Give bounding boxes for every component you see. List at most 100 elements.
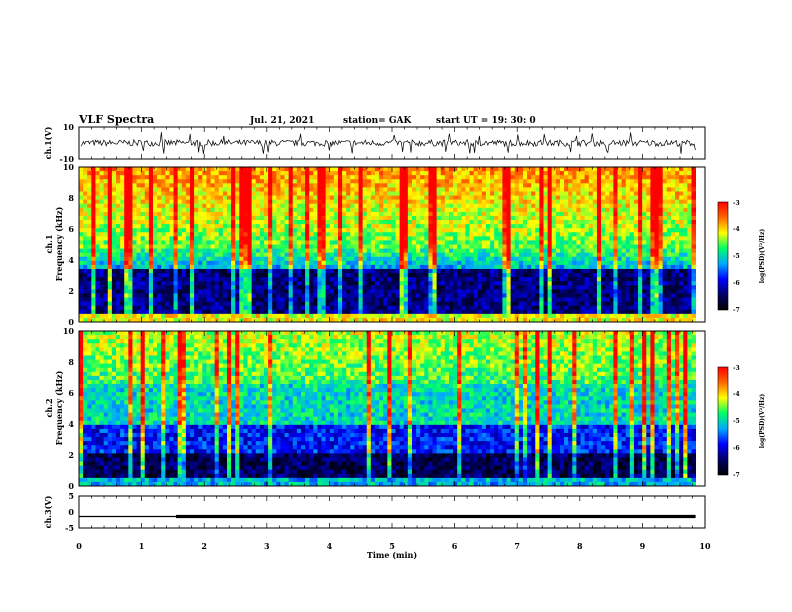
spectrogram-cell: [601, 232, 606, 237]
spectrogram-cell: [477, 183, 483, 188]
spectrogram-cell: [152, 252, 158, 258]
spectrogram-cell: [136, 256, 142, 262]
spectrogram-cell: [325, 301, 331, 307]
spectrogram-cell: [613, 191, 618, 196]
spectrogram-cell: [605, 248, 610, 254]
spectrogram-cell: [296, 224, 302, 229]
spectrogram-cell: [572, 313, 577, 319]
spectrogram-cell: [444, 301, 450, 307]
spectrogram-cell: [424, 199, 429, 205]
spectrogram-cell: [235, 167, 240, 172]
spectrogram-cell: [296, 195, 302, 201]
spectrogram-cell: [617, 179, 623, 184]
spectrogram-cell: [588, 215, 594, 221]
spectrogram-cell: [564, 191, 569, 196]
spectrogram-cell: [555, 207, 561, 213]
spectrogram-cell: [91, 203, 96, 209]
spectrogram-cell: [535, 191, 540, 196]
spectrogram-cell: [448, 244, 454, 249]
spectrogram-cell: [288, 191, 294, 196]
spectrogram-cell: [527, 248, 532, 254]
spectrogram-cell: [272, 207, 277, 213]
spectrogram-cell: [111, 187, 117, 192]
spectrogram-cell: [144, 228, 150, 233]
spectrogram-cell: [379, 305, 384, 311]
spectrogram-cell: [531, 301, 536, 307]
spectrogram-cell: [222, 248, 228, 254]
spectrogram-cell: [185, 183, 191, 188]
spectrogram-cell: [379, 179, 384, 184]
spectrogram-cell: [202, 260, 207, 266]
spectrogram-cell: [148, 309, 154, 315]
spectrogram-cell: [173, 175, 179, 180]
spectrogram-cell: [399, 211, 405, 217]
spectrogram-cell: [605, 232, 610, 237]
spectrogram-cell: [387, 195, 392, 201]
spectrogram-cell: [226, 195, 232, 201]
spectrogram-cell: [206, 224, 211, 229]
spectrogram-cell: [91, 244, 96, 249]
spectrogram-cell: [494, 175, 499, 180]
spectrogram-cell: [399, 203, 405, 209]
spectrogram-cell: [395, 236, 401, 241]
spectrogram-cell: [177, 273, 183, 278]
spectrogram-cell: [206, 248, 211, 254]
spectrogram-cell: [469, 260, 475, 266]
spectrogram-cell: [527, 252, 532, 258]
spectrogram-cell: [428, 305, 433, 311]
spectrogram-cell: [510, 264, 516, 270]
spectrogram-cell: [551, 175, 557, 180]
spectrogram-cell: [144, 281, 150, 286]
spectrogram-cell: [346, 285, 351, 290]
spectrogram-cell: [457, 207, 462, 213]
spectrogram-cell: [116, 260, 121, 266]
spectrogram-cell: [231, 232, 236, 237]
spectrogram-cell: [453, 285, 458, 290]
spectrogram-cell: [185, 207, 191, 213]
spectrogram-cell: [83, 252, 88, 258]
spectrogram-cell: [140, 297, 146, 303]
spectrogram-cell: [547, 301, 553, 307]
spectrogram-cell: [346, 309, 351, 315]
spectrogram-cell: [120, 183, 125, 188]
spectrogram-cell: [354, 248, 359, 254]
spectrogram-cell: [481, 167, 487, 172]
spectrogram-cell: [609, 179, 614, 184]
spectrogram-cell: [116, 264, 121, 270]
spectrogram-cell: [420, 293, 425, 298]
spectrogram-cell: [350, 167, 355, 172]
spectrogram-cell: [87, 264, 92, 270]
spectrogram-cell: [588, 309, 594, 315]
spectrogram-cell: [568, 309, 573, 315]
spectrogram-cell: [259, 264, 265, 270]
spectrogram-cell: [83, 171, 88, 176]
spectrogram-cell: [424, 289, 429, 294]
spectrogram-cell: [522, 207, 528, 213]
spectrogram-cell: [268, 179, 273, 184]
spectrogram-cell: [564, 175, 569, 180]
spectrogram-cell: [259, 268, 265, 274]
ch1-ytick-bottom: -10: [60, 154, 75, 164]
spectrogram-cell: [551, 203, 557, 209]
spectrogram-cell: [189, 313, 195, 319]
spectrogram-cell: [518, 260, 524, 266]
spectrogram-cell: [481, 289, 487, 294]
spectrogram-cell: [613, 215, 618, 221]
spectrogram-cell: [399, 301, 405, 307]
spectrogram-cell: [477, 215, 483, 221]
spectrogram-cell: [531, 179, 536, 184]
spectrogram-cell: [465, 215, 470, 221]
spectrogram-cell: [432, 273, 438, 278]
spectrogram-cell: [469, 309, 475, 315]
spectrogram-cell: [531, 195, 536, 201]
spectrogram-cell: [379, 171, 384, 176]
spectrogram-cell: [157, 244, 162, 249]
spectrogram-cell: [177, 175, 183, 180]
spectrogram-cell: [518, 220, 524, 225]
spectrogram-cell: [272, 260, 277, 266]
spectrogram-cell: [440, 281, 446, 286]
spectrogram-cell: [342, 248, 347, 254]
spectrogram-cell: [379, 228, 384, 233]
spectrogram-cell: [337, 228, 343, 233]
spectrogram-cell: [527, 191, 532, 196]
